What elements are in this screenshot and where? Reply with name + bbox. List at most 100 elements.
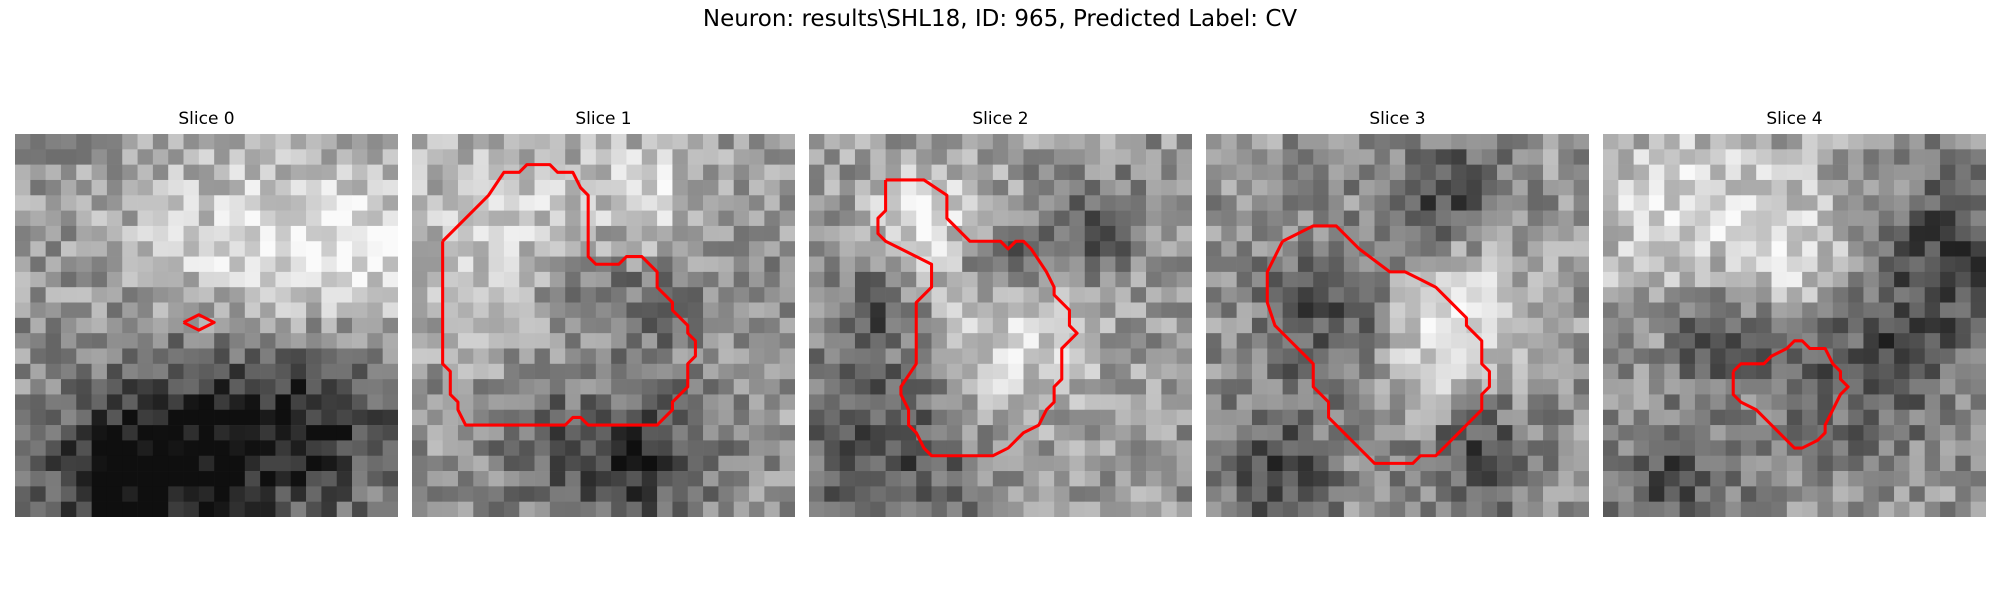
pixel bbox=[198, 471, 215, 487]
pixel bbox=[1313, 134, 1329, 150]
pixel bbox=[214, 363, 230, 380]
pixel bbox=[503, 425, 520, 441]
pixel bbox=[992, 164, 1009, 181]
pixel bbox=[733, 149, 750, 165]
pixel bbox=[1817, 394, 1834, 411]
pixel bbox=[916, 394, 932, 411]
pixel bbox=[565, 440, 581, 457]
pixel bbox=[1618, 486, 1634, 502]
pixel bbox=[1130, 333, 1147, 349]
pixel bbox=[1328, 271, 1345, 288]
pixel bbox=[1512, 195, 1529, 211]
pixel bbox=[1679, 440, 1696, 457]
pixel bbox=[214, 317, 230, 334]
pixel bbox=[30, 134, 46, 150]
pixel bbox=[45, 440, 62, 457]
pixel bbox=[473, 363, 489, 380]
pixel bbox=[1543, 425, 1559, 441]
pixel bbox=[1374, 486, 1391, 502]
pixel bbox=[382, 195, 398, 211]
pixel bbox=[1389, 164, 1406, 181]
pixel bbox=[1206, 409, 1222, 426]
pixel bbox=[442, 149, 459, 165]
pixel bbox=[1970, 409, 1986, 426]
pixel bbox=[809, 440, 825, 457]
pixel bbox=[260, 302, 276, 319]
pixel bbox=[244, 195, 261, 211]
pixel bbox=[137, 210, 154, 227]
pixel bbox=[595, 501, 612, 517]
pixel bbox=[534, 225, 551, 242]
pixel bbox=[1771, 241, 1788, 257]
pixel bbox=[534, 271, 551, 288]
pixel bbox=[1236, 501, 1253, 517]
pixel bbox=[1940, 210, 1956, 227]
pixel bbox=[870, 409, 886, 426]
pixel bbox=[1100, 471, 1116, 487]
pixel bbox=[91, 317, 108, 334]
pixel bbox=[764, 195, 780, 211]
pixel bbox=[733, 195, 750, 211]
pixel bbox=[611, 501, 627, 517]
pixel bbox=[198, 210, 215, 227]
pixel bbox=[306, 363, 322, 380]
pixel bbox=[703, 455, 719, 472]
pixel bbox=[352, 394, 368, 411]
pixel bbox=[1161, 379, 1177, 395]
pixel bbox=[1558, 501, 1574, 517]
pixel bbox=[519, 302, 535, 319]
pixel bbox=[1710, 425, 1726, 441]
pixel bbox=[30, 501, 46, 517]
pixel bbox=[1527, 363, 1544, 380]
pixel bbox=[1940, 195, 1956, 211]
pixel bbox=[824, 348, 840, 365]
pixel bbox=[1161, 225, 1177, 242]
pixel bbox=[367, 425, 383, 441]
pixel bbox=[1543, 134, 1559, 150]
pixel bbox=[244, 256, 261, 273]
pixel bbox=[290, 379, 307, 395]
pixel bbox=[352, 348, 368, 365]
pixel bbox=[1848, 363, 1864, 380]
pixel bbox=[779, 179, 795, 196]
pixel bbox=[1267, 134, 1283, 150]
pixel bbox=[764, 287, 780, 303]
pixel bbox=[1940, 149, 1956, 165]
pixel bbox=[854, 455, 871, 472]
pixel bbox=[1297, 210, 1314, 227]
pixel bbox=[1176, 440, 1192, 457]
pixel bbox=[580, 440, 597, 457]
pixel bbox=[1543, 394, 1559, 411]
pixel bbox=[992, 134, 1009, 150]
pixel bbox=[488, 195, 505, 211]
pixel bbox=[1497, 471, 1513, 487]
pixel bbox=[1146, 302, 1162, 319]
pixel bbox=[1221, 471, 1237, 487]
pixel bbox=[885, 164, 902, 181]
pixel bbox=[1100, 348, 1116, 365]
pixel bbox=[946, 471, 963, 487]
pixel bbox=[412, 302, 428, 319]
pixel bbox=[15, 210, 31, 227]
pixel bbox=[657, 164, 673, 181]
pixel bbox=[1512, 256, 1529, 273]
pixel bbox=[1909, 333, 1926, 349]
pixel bbox=[1176, 409, 1192, 426]
pixel bbox=[1069, 501, 1086, 517]
pixel bbox=[1771, 164, 1788, 181]
pixel bbox=[367, 271, 383, 288]
pixel bbox=[992, 179, 1009, 196]
pixel bbox=[1924, 379, 1941, 395]
pixel bbox=[290, 486, 307, 502]
pixel bbox=[764, 256, 780, 273]
pixel bbox=[1512, 302, 1529, 319]
pixel bbox=[749, 210, 765, 227]
pixel bbox=[1664, 425, 1680, 441]
pixel bbox=[1374, 164, 1391, 181]
pixel bbox=[977, 134, 994, 150]
pixel bbox=[1481, 271, 1498, 288]
pixel bbox=[1618, 179, 1634, 196]
pixel bbox=[275, 486, 292, 502]
pixel bbox=[1894, 225, 1910, 242]
pixel bbox=[703, 348, 719, 365]
